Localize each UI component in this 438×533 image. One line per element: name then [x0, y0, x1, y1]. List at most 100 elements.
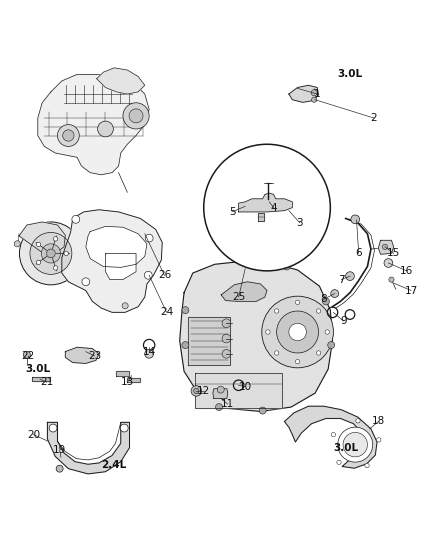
Circle shape — [283, 263, 290, 270]
Text: 20: 20 — [27, 430, 40, 440]
Circle shape — [82, 278, 90, 286]
Polygon shape — [117, 372, 130, 376]
Polygon shape — [188, 317, 230, 365]
Text: 9: 9 — [340, 316, 347, 326]
Circle shape — [275, 309, 279, 313]
Circle shape — [325, 330, 329, 334]
Polygon shape — [378, 240, 394, 254]
Circle shape — [120, 424, 128, 432]
Text: 24: 24 — [160, 308, 173, 317]
Polygon shape — [195, 374, 283, 408]
Circle shape — [316, 309, 321, 313]
Circle shape — [331, 289, 339, 297]
Text: 3.0L: 3.0L — [337, 69, 363, 79]
Text: 2.4L: 2.4L — [101, 460, 126, 470]
Text: 6: 6 — [355, 248, 362, 259]
Circle shape — [259, 407, 266, 414]
Text: 18: 18 — [372, 416, 385, 426]
Circle shape — [36, 242, 41, 247]
Text: 10: 10 — [239, 382, 252, 392]
Polygon shape — [47, 422, 130, 474]
Circle shape — [295, 359, 300, 364]
Circle shape — [23, 351, 30, 358]
Circle shape — [123, 103, 149, 129]
Text: 15: 15 — [387, 248, 400, 259]
Polygon shape — [285, 406, 377, 468]
Circle shape — [36, 260, 41, 264]
Circle shape — [14, 241, 20, 247]
Circle shape — [30, 232, 72, 274]
Polygon shape — [106, 253, 136, 280]
Circle shape — [56, 465, 63, 472]
Circle shape — [322, 298, 329, 305]
Polygon shape — [289, 85, 318, 102]
Polygon shape — [239, 193, 292, 212]
Text: 11: 11 — [221, 399, 234, 409]
Circle shape — [343, 432, 367, 457]
Circle shape — [262, 296, 333, 368]
Text: 26: 26 — [158, 270, 171, 280]
Text: 25: 25 — [232, 292, 245, 302]
Text: 3: 3 — [297, 218, 303, 228]
Circle shape — [338, 427, 373, 462]
Text: 1: 1 — [314, 89, 321, 99]
Polygon shape — [97, 68, 145, 94]
Circle shape — [351, 215, 360, 224]
Text: 12: 12 — [197, 386, 210, 396]
Text: 2: 2 — [371, 113, 377, 123]
Circle shape — [53, 237, 58, 241]
Circle shape — [289, 323, 306, 341]
Circle shape — [331, 432, 336, 437]
Circle shape — [64, 251, 68, 256]
Circle shape — [382, 244, 388, 249]
Circle shape — [46, 249, 55, 258]
Circle shape — [365, 463, 369, 468]
Circle shape — [266, 330, 270, 334]
Circle shape — [182, 342, 189, 349]
Circle shape — [253, 259, 260, 265]
Circle shape — [194, 389, 199, 393]
Circle shape — [346, 272, 354, 280]
Polygon shape — [127, 378, 141, 382]
Text: 23: 23 — [88, 351, 101, 361]
Circle shape — [72, 215, 80, 223]
Polygon shape — [221, 282, 267, 302]
Circle shape — [215, 403, 223, 410]
Text: 3.0L: 3.0L — [333, 443, 358, 453]
Circle shape — [275, 351, 279, 355]
Circle shape — [277, 311, 318, 353]
Circle shape — [204, 144, 330, 271]
Circle shape — [41, 244, 60, 263]
Text: 8: 8 — [321, 294, 327, 304]
Circle shape — [389, 277, 394, 282]
Circle shape — [53, 266, 58, 270]
Circle shape — [311, 90, 317, 96]
Circle shape — [191, 386, 201, 396]
Text: 3.0L: 3.0L — [25, 364, 50, 374]
Polygon shape — [65, 348, 99, 364]
Circle shape — [377, 438, 381, 442]
Circle shape — [63, 130, 74, 141]
Text: 17: 17 — [404, 286, 418, 295]
Text: 16: 16 — [400, 266, 413, 276]
Polygon shape — [213, 389, 228, 398]
Circle shape — [316, 351, 321, 355]
Polygon shape — [180, 261, 332, 411]
Circle shape — [328, 342, 335, 349]
Circle shape — [295, 300, 300, 304]
Polygon shape — [32, 377, 49, 381]
Circle shape — [337, 460, 341, 465]
Circle shape — [98, 121, 113, 137]
Text: 5: 5 — [229, 207, 235, 217]
Circle shape — [129, 109, 143, 123]
Circle shape — [217, 386, 224, 393]
Circle shape — [311, 97, 317, 102]
Circle shape — [19, 222, 82, 285]
Text: 13: 13 — [121, 377, 134, 387]
Circle shape — [182, 306, 189, 313]
Circle shape — [356, 418, 360, 423]
Text: 22: 22 — [21, 351, 35, 361]
Circle shape — [49, 424, 57, 432]
Circle shape — [122, 303, 128, 309]
Polygon shape — [19, 222, 65, 256]
